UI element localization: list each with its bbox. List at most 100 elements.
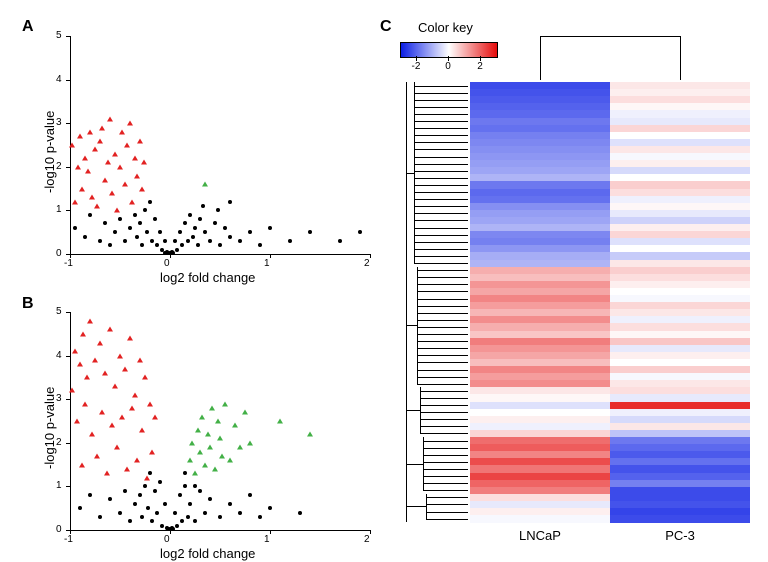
dendrogram-line <box>414 199 468 200</box>
y-tick-label: 4 <box>56 350 62 361</box>
data-point <box>208 239 212 243</box>
dendrogram-line <box>414 171 468 172</box>
data-point <box>186 515 190 519</box>
dendrogram-line <box>414 135 468 136</box>
data-point <box>133 502 137 506</box>
data-point <box>113 230 117 234</box>
data-point <box>80 331 86 336</box>
data-point <box>173 239 177 243</box>
panel-b-plot <box>70 312 370 530</box>
data-point <box>99 410 105 415</box>
y-tick-label: 4 <box>56 74 62 85</box>
data-point <box>209 405 215 410</box>
dendrogram-line <box>417 327 468 328</box>
data-point <box>137 357 143 362</box>
dendrogram-line <box>414 220 468 221</box>
colorkey-title: Color key <box>418 20 473 35</box>
data-point <box>83 235 87 239</box>
data-point <box>237 445 243 450</box>
data-point <box>150 519 154 523</box>
dendrogram-line <box>414 213 468 214</box>
data-point <box>109 190 115 195</box>
data-point <box>175 248 179 252</box>
data-point <box>198 217 202 221</box>
data-point <box>203 511 207 515</box>
dendrogram-line <box>414 242 468 243</box>
data-point <box>149 449 155 454</box>
dendrogram-line <box>414 235 468 236</box>
data-point <box>147 401 153 406</box>
data-point <box>208 497 212 501</box>
data-point <box>153 489 157 493</box>
dendrogram-line <box>406 82 407 522</box>
data-point <box>268 226 272 230</box>
dendrogram-line <box>426 504 468 505</box>
data-point <box>84 375 90 380</box>
data-point <box>153 217 157 221</box>
data-point <box>175 524 179 528</box>
data-point <box>132 156 138 161</box>
data-point <box>140 515 144 519</box>
data-point <box>75 164 81 169</box>
dendrogram-line <box>423 455 468 456</box>
data-point <box>79 186 85 191</box>
dendrogram-line <box>417 313 468 314</box>
data-point <box>193 484 197 488</box>
data-point <box>140 243 144 247</box>
data-point <box>98 515 102 519</box>
data-point <box>138 221 142 225</box>
row-dendrogram <box>406 82 468 522</box>
data-point <box>219 453 225 458</box>
data-point <box>183 471 187 475</box>
dendrogram-line <box>406 464 423 465</box>
data-point <box>166 527 170 531</box>
data-point <box>105 160 111 165</box>
data-point <box>288 239 292 243</box>
data-point <box>213 221 217 225</box>
dendrogram-line <box>420 433 468 434</box>
data-point <box>228 200 232 204</box>
dendrogram-line <box>420 412 468 413</box>
data-point <box>307 432 313 437</box>
data-point <box>358 230 362 234</box>
data-point <box>191 235 195 239</box>
data-point <box>277 419 283 424</box>
data-point <box>193 226 197 230</box>
data-point <box>178 493 182 497</box>
dendrogram-line <box>540 36 680 37</box>
data-point <box>114 208 120 213</box>
dendrogram-line <box>417 291 468 292</box>
data-point <box>228 502 232 506</box>
dendrogram-line <box>414 149 468 150</box>
data-point <box>142 375 148 380</box>
data-point <box>188 213 192 217</box>
data-point <box>92 357 98 362</box>
dendrogram-line <box>426 497 468 498</box>
data-point <box>180 519 184 523</box>
dendrogram-line <box>417 320 468 321</box>
dendrogram-line <box>417 348 468 349</box>
dendrogram-line <box>423 483 468 484</box>
data-point <box>78 506 82 510</box>
data-point <box>166 251 170 255</box>
dendrogram-line <box>414 178 468 179</box>
x-tick-label: 0 <box>164 534 170 545</box>
heatmap-column-label: LNCaP <box>470 528 610 543</box>
data-point <box>88 493 92 497</box>
data-point <box>109 423 115 428</box>
data-point <box>173 511 177 515</box>
data-point <box>138 493 142 497</box>
data-point <box>122 366 128 371</box>
data-point <box>216 208 220 212</box>
dendrogram-line <box>680 36 681 80</box>
data-point <box>248 230 252 234</box>
dendrogram-line <box>417 299 468 300</box>
dendrogram-line <box>417 384 468 385</box>
dendrogram-line <box>414 128 468 129</box>
data-point <box>338 239 342 243</box>
dendrogram-line <box>414 185 468 186</box>
data-point <box>227 458 233 463</box>
data-point <box>207 445 213 450</box>
x-tick-label: -1 <box>64 534 73 545</box>
data-point <box>205 432 211 437</box>
